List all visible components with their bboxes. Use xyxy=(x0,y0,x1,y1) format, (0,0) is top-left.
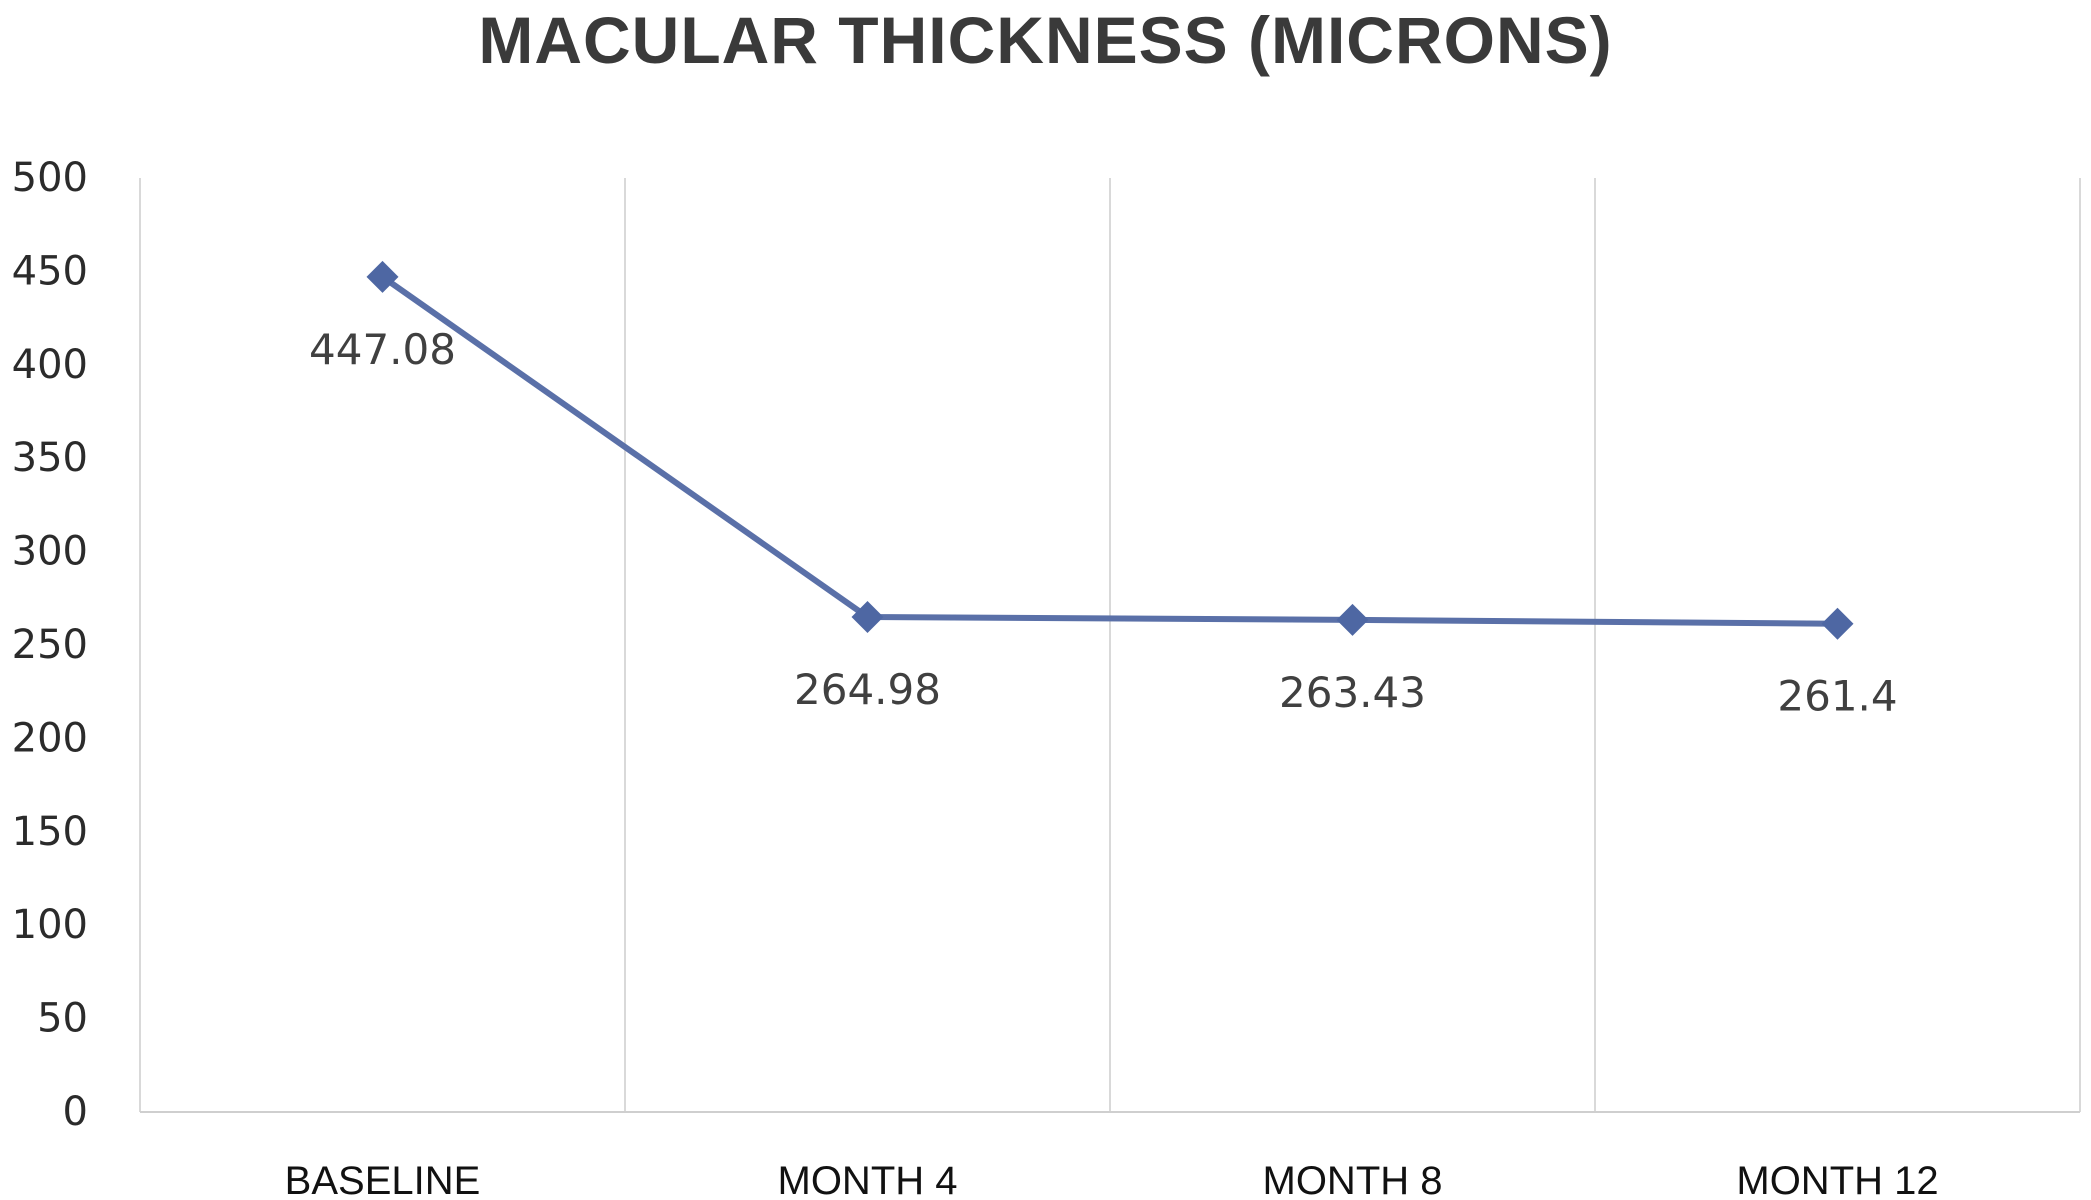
data-label: 261.4 xyxy=(1777,672,1897,721)
y-tick-label: 50 xyxy=(37,996,88,1042)
x-tick-label: MONTH 12 xyxy=(1736,1159,1938,1200)
y-tick-label: 300 xyxy=(12,529,88,575)
x-axis-ticks: BASELINE MONTH 4 MONTH 8 MONTH 12 xyxy=(285,1159,1939,1200)
data-point xyxy=(366,260,399,293)
series-line-layer xyxy=(380,274,1838,627)
data-point xyxy=(851,601,884,634)
y-tick-label: 0 xyxy=(63,1089,88,1135)
y-tick-label: 350 xyxy=(12,435,88,481)
y-tick-label: 200 xyxy=(12,715,88,761)
x-tick-label: MONTH 4 xyxy=(778,1159,958,1200)
y-tick-label: 100 xyxy=(12,902,88,948)
data-label: 447.08 xyxy=(309,325,456,374)
data-label: 264.98 xyxy=(794,665,941,714)
data-point xyxy=(1336,603,1369,636)
y-axis-ticks: 0 50 100 150 200 250 300 350 400 450 500 xyxy=(12,155,88,1135)
y-tick-label: 400 xyxy=(12,342,88,388)
data-label: 263.43 xyxy=(1279,668,1426,717)
data-labels: 447.08 264.98 263.43 261.4 xyxy=(309,325,1898,721)
chart-title: MACULAR THICKNESS (MICRONS) xyxy=(478,3,1613,77)
data-point xyxy=(1821,607,1854,640)
x-tick-label: BASELINE xyxy=(285,1159,481,1200)
x-tick-label: MONTH 8 xyxy=(1263,1159,1443,1200)
series-line xyxy=(380,274,1838,627)
y-tick-label: 250 xyxy=(12,622,88,668)
grid-lines xyxy=(139,178,2081,1112)
y-tick-label: 450 xyxy=(12,248,88,294)
y-tick-label: 150 xyxy=(12,809,88,855)
y-tick-label: 500 xyxy=(12,155,88,201)
data-points xyxy=(366,260,1854,640)
